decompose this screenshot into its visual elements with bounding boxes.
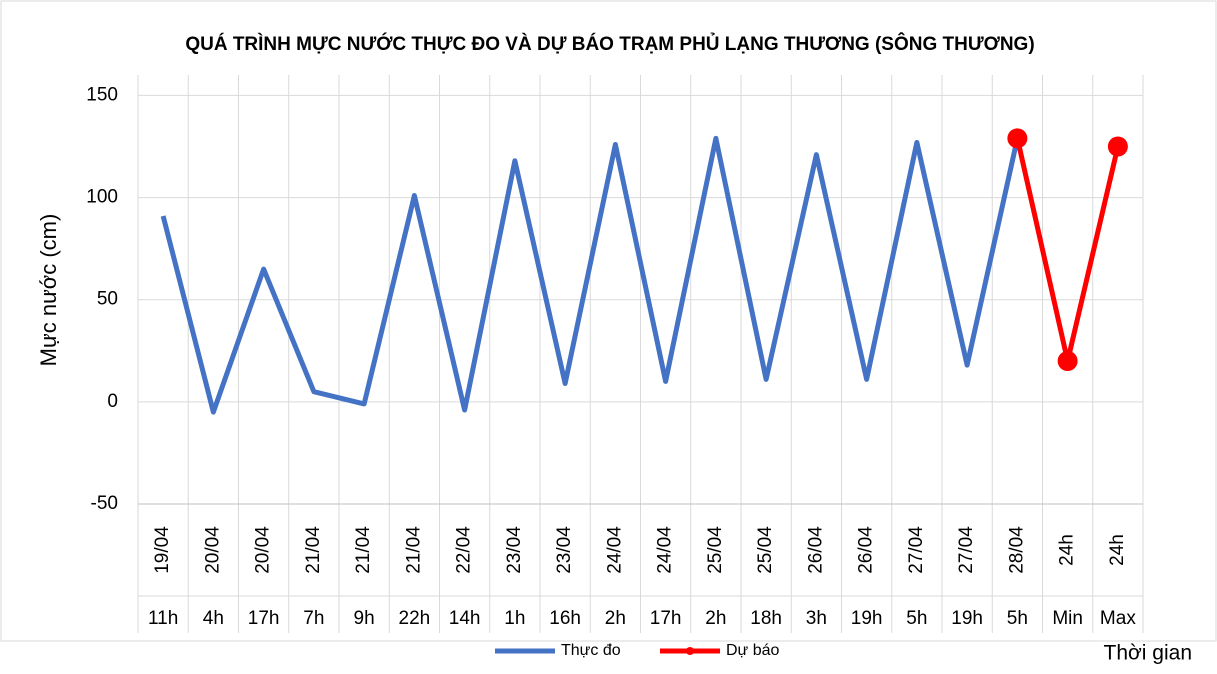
- x-tick-sublabel: 14h: [449, 608, 481, 629]
- x-tick-label: 21/04: [303, 526, 324, 574]
- x-tick-sublabel: 1h: [504, 608, 525, 629]
- x-tick-label: 24/04: [604, 526, 625, 574]
- legend-label: Dự báo: [726, 642, 780, 659]
- x-tick-label: 19/04: [152, 526, 173, 574]
- x-tick-label: 23/04: [504, 526, 525, 574]
- x-tick-sublabel: 2h: [705, 608, 726, 629]
- chart-frame: [0, 0, 1217, 642]
- x-tick-label: 25/04: [755, 526, 776, 574]
- y-axis-label: Mực nước (cm): [36, 214, 61, 367]
- line-marker: [1057, 351, 1078, 371]
- x-tick-sublabel: 5h: [906, 608, 927, 629]
- x-tick-label: 26/04: [856, 526, 877, 574]
- x-tick-label: 26/04: [805, 526, 826, 574]
- y-tick-label: 150: [86, 84, 118, 105]
- y-tick-label: 0: [107, 391, 118, 412]
- x-tick-sublabel: 17h: [650, 608, 682, 629]
- x-tick-sublabel: 5h: [1007, 608, 1028, 629]
- legend-marker: [686, 647, 694, 655]
- x-tick-sublabel: 3h: [806, 608, 827, 629]
- x-tick-sublabel: 11h: [148, 608, 178, 629]
- x-tick-label: 21/04: [353, 526, 374, 574]
- x-tick-sublabel: Max: [1100, 608, 1136, 629]
- chart-title: QUÁ TRÌNH MỰC NƯỚC THỰC ĐO VÀ DỰ BÁO TRẠ…: [185, 33, 1034, 55]
- x-tick-label: 25/04: [705, 526, 726, 574]
- x-tick-label: 21/04: [403, 526, 424, 574]
- y-tick-label: 50: [97, 289, 118, 310]
- x-tick-sublabel: Min: [1052, 608, 1083, 629]
- x-tick-sublabel: 19h: [951, 608, 983, 629]
- x-tick-label: 24/04: [655, 526, 676, 574]
- x-tick-label: 20/04: [253, 526, 274, 574]
- x-tick-label: 24h: [1107, 534, 1128, 566]
- line-marker: [1007, 128, 1028, 149]
- x-axis-label: Thời gian: [1104, 642, 1192, 665]
- x-tick-sublabel: 2h: [605, 608, 626, 629]
- x-tick-label: 20/04: [202, 526, 223, 574]
- y-tick-label: 100: [86, 187, 118, 208]
- line-series: [160, 135, 1020, 415]
- x-tick-label: 22/04: [454, 526, 475, 574]
- x-tick-sublabel: 22h: [399, 608, 431, 629]
- x-tick-label: 27/04: [906, 526, 927, 574]
- x-tick-sublabel: 17h: [248, 608, 280, 629]
- x-tick-sublabel: 9h: [354, 608, 375, 629]
- x-tick-sublabel: 19h: [851, 608, 883, 629]
- x-tick-sublabel: 16h: [549, 608, 581, 629]
- x-tick-label: 27/04: [956, 526, 977, 574]
- y-tick-label: -50: [91, 493, 118, 514]
- legend-label: Thực đo: [561, 642, 621, 659]
- x-tick-sublabel: 4h: [203, 608, 224, 629]
- x-tick-label: 23/04: [554, 526, 575, 574]
- x-tick-label: 28/04: [1006, 526, 1027, 574]
- line-marker: [1107, 136, 1128, 157]
- x-tick-label: 24h: [1057, 534, 1078, 566]
- x-tick-sublabel: 7h: [303, 608, 324, 629]
- x-tick-sublabel: 18h: [750, 608, 782, 629]
